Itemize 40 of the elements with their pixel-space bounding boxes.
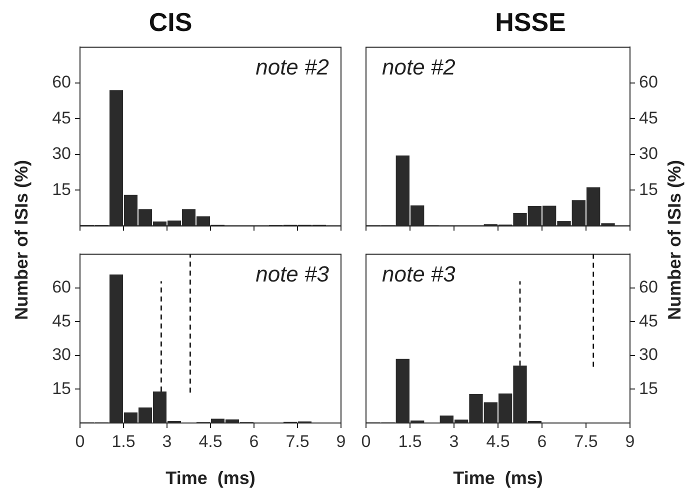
- y-tick-label: 15: [639, 180, 658, 199]
- x-tick-label: 7.5: [286, 432, 310, 451]
- y-tick-label: 60: [52, 72, 71, 92]
- x-axis-title: Time (ms): [453, 468, 543, 488]
- x-tick-label: 0: [361, 432, 371, 451]
- y-axis-title: Number of ISIs (%): [664, 160, 686, 320]
- x-tick-label: 6: [249, 432, 259, 451]
- x-axis-title: Time (ms): [166, 468, 256, 488]
- y-tick-label: 45: [639, 108, 658, 128]
- x-tick-label: 3: [449, 432, 459, 451]
- y-tick-label: 15: [52, 180, 71, 199]
- x-tick-label: 1.5: [112, 432, 136, 451]
- x-tick-label: 9: [336, 432, 346, 451]
- y-tick-label: 45: [639, 311, 658, 330]
- x-tick-label: 4.5: [198, 432, 222, 451]
- y-tick-label: 60: [639, 72, 658, 92]
- y-tick-label: 60: [52, 278, 71, 297]
- annotation: note #2: [382, 54, 456, 80]
- x-tick-label: 3: [162, 432, 172, 451]
- y-tick-label: 45: [52, 311, 71, 330]
- y-tick-label: 45: [52, 108, 71, 128]
- y-tick-label: 30: [52, 144, 71, 164]
- annotation: note #2: [256, 54, 329, 80]
- x-tick-label: 9: [625, 432, 635, 451]
- y-tick-label: 30: [52, 345, 71, 364]
- y-tick-label: 15: [52, 378, 71, 398]
- x-tick-label: 7.5: [574, 432, 598, 451]
- annotation: note #3: [382, 261, 456, 286]
- x-tick-label: 0: [75, 432, 85, 451]
- annotation: note #3: [256, 261, 330, 286]
- chart-title: CIS: [148, 6, 192, 37]
- y-tick-label: 15: [639, 378, 658, 398]
- x-tick-label: 4.5: [486, 432, 510, 451]
- y-tick-label: 30: [639, 345, 658, 364]
- y-tick-label: 60: [639, 278, 658, 297]
- chart-title: HSSE: [495, 6, 566, 37]
- y-axis-title: Number of ISIs (%): [12, 160, 32, 320]
- x-tick-label: 6: [537, 432, 547, 451]
- y-tick-label: 30: [639, 144, 658, 164]
- x-tick-label: 1.5: [398, 432, 422, 451]
